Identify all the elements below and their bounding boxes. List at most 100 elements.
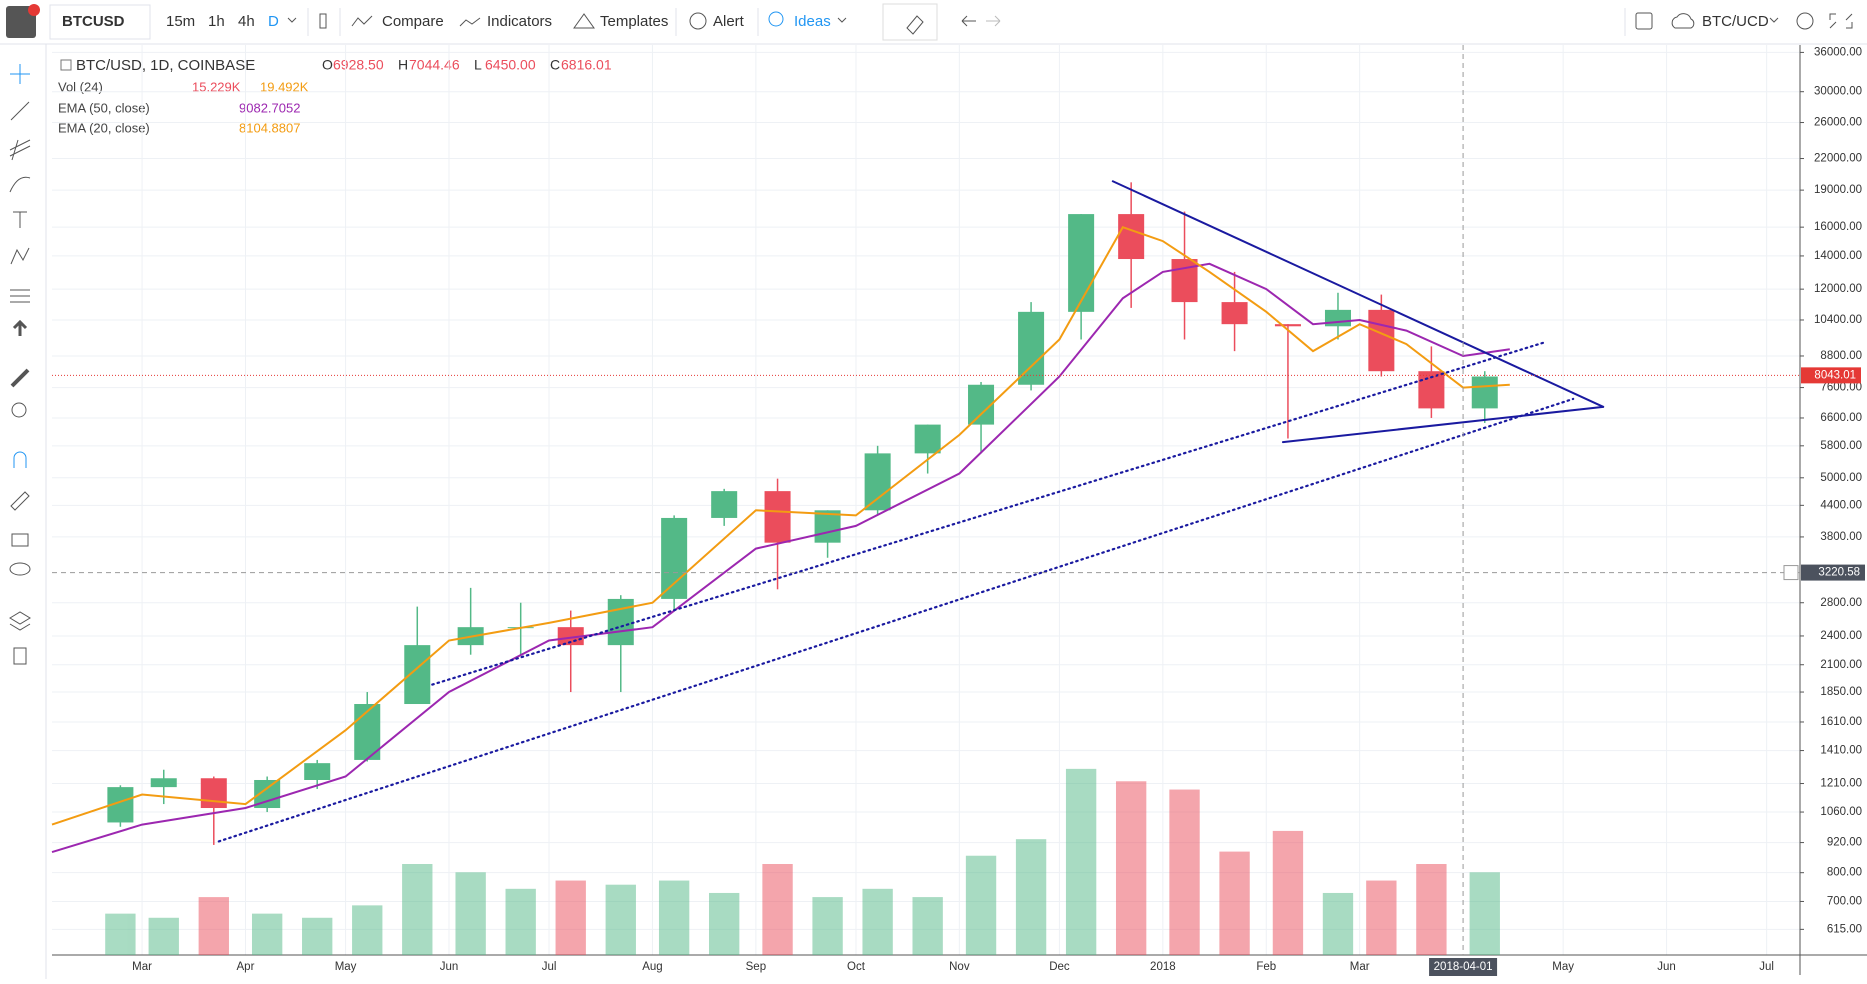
y-tick-label: 2400.00 xyxy=(1820,630,1862,642)
eraser-icon[interactable] xyxy=(906,15,924,35)
ohlc-value: 6816.01 xyxy=(561,57,612,73)
avatar[interactable] xyxy=(6,6,36,38)
crosshair-price-label: 3220.58 xyxy=(1818,567,1860,579)
candle-body xyxy=(1471,376,1498,409)
fib-tool[interactable] xyxy=(9,139,31,161)
crosshair-price-bg xyxy=(1801,564,1865,581)
candle-body xyxy=(1274,324,1301,327)
dropdown-icon[interactable] xyxy=(837,17,847,23)
x-tick-label: Jun xyxy=(1657,961,1676,973)
crosshair-plus xyxy=(1783,565,1799,581)
x-tick-label: Apr xyxy=(237,961,255,973)
settings-icon[interactable] xyxy=(1796,12,1814,30)
saved-layout[interactable]: BTC/UCD xyxy=(1702,13,1769,30)
x-tick-label: Sep xyxy=(746,961,766,973)
price-label: 8043.01 xyxy=(1814,369,1856,381)
crosshair-time-label: 2018-04-01 xyxy=(1434,961,1493,973)
interval[interactable]: 15m xyxy=(166,13,195,30)
eraser-box[interactable] xyxy=(882,3,938,41)
pattern-tool[interactable] xyxy=(10,247,30,265)
symbol-box[interactable] xyxy=(49,4,151,40)
y-tick-label: 36000.00 xyxy=(1814,46,1862,58)
undo-icon[interactable] xyxy=(961,15,976,27)
volume-bar xyxy=(402,864,433,955)
indicators-icon[interactable] xyxy=(459,17,481,27)
ideas-button[interactable]: Ideas xyxy=(794,13,831,30)
dropdown-icon[interactable] xyxy=(287,17,297,23)
y-tick-label: 5000.00 xyxy=(1820,472,1862,484)
x-tick-label: Oct xyxy=(847,961,866,973)
compare-icon[interactable] xyxy=(351,15,373,27)
legend-ema50-value: 9082.7052 xyxy=(239,100,300,115)
lock-tool[interactable] xyxy=(11,533,29,547)
left-toolbar xyxy=(9,44,47,979)
templates-icon[interactable] xyxy=(573,13,595,29)
alert-icon[interactable] xyxy=(689,12,707,30)
ohlc-label: L xyxy=(474,57,482,73)
y-tick-label: 6600.00 xyxy=(1820,412,1862,424)
x-tick-label: May xyxy=(1552,961,1574,973)
candle-body xyxy=(1368,309,1395,372)
candle-body xyxy=(150,778,177,788)
volume-bar xyxy=(148,917,179,955)
volume-bar xyxy=(658,880,690,955)
legend-ema20: EMA (20, close) xyxy=(58,120,150,135)
y-tick-label: 14000.00 xyxy=(1814,250,1862,262)
y-tick-label: 615.00 xyxy=(1827,923,1862,935)
notification-badge xyxy=(28,4,40,16)
ohlc-label: H xyxy=(398,57,408,73)
magnet-tool[interactable] xyxy=(13,451,27,468)
visibility-tool[interactable] xyxy=(9,562,31,576)
y-tick-label: 920.00 xyxy=(1827,837,1862,849)
candle-body xyxy=(814,510,841,543)
y-tick-label: 8800.00 xyxy=(1820,350,1862,362)
legend-volume-value: 15.229K xyxy=(192,79,241,94)
interval[interactable]: D xyxy=(268,13,279,30)
candle-body xyxy=(404,645,431,705)
crosshair-tool[interactable] xyxy=(10,64,30,84)
remove-tool[interactable] xyxy=(13,647,27,665)
volume-bar xyxy=(352,905,383,955)
y-tick-label: 2800.00 xyxy=(1820,597,1862,609)
volume-bar xyxy=(1366,880,1397,955)
prediction-tool[interactable] xyxy=(10,289,30,303)
alert-button[interactable]: Alert xyxy=(713,13,745,30)
volume-bar xyxy=(1272,830,1304,955)
symbol[interactable]: BTCUSD xyxy=(62,13,125,30)
indicators-button[interactable]: Indicators xyxy=(487,13,552,30)
interval[interactable]: 4h xyxy=(238,13,255,30)
trendline-tool[interactable] xyxy=(10,101,30,121)
volume-bar xyxy=(912,897,943,955)
candle-body xyxy=(1118,214,1145,260)
zoom-tool[interactable] xyxy=(11,402,27,418)
collapse-icon[interactable] xyxy=(60,59,72,71)
volume-bar xyxy=(965,855,997,955)
candle-body xyxy=(304,763,331,780)
stay-drawing-tool[interactable] xyxy=(10,491,30,511)
layout-icon[interactable] xyxy=(1635,12,1653,30)
x-tick-label: Nov xyxy=(949,961,970,973)
brush-tool[interactable] xyxy=(9,176,31,193)
volume-bar xyxy=(1469,872,1500,955)
volume-bar xyxy=(862,888,893,955)
candle-icon[interactable] xyxy=(319,13,327,29)
trend-line xyxy=(1111,180,1605,408)
redo-icon[interactable] xyxy=(986,15,1001,27)
volume-bar xyxy=(1169,789,1200,955)
cloud-icon[interactable] xyxy=(1671,13,1695,29)
ohlc-label: O xyxy=(322,57,333,73)
ideas-icon[interactable] xyxy=(768,11,784,27)
y-tick-label: 19000.00 xyxy=(1814,184,1862,196)
y-tick-label: 1610.00 xyxy=(1820,716,1862,728)
interval[interactable]: 1h xyxy=(208,13,225,30)
layers-tool[interactable] xyxy=(9,611,31,631)
volume-bar xyxy=(1015,839,1047,955)
ruler-tool[interactable] xyxy=(10,368,30,388)
text-tool[interactable] xyxy=(13,211,27,228)
templates-button[interactable]: Templates xyxy=(600,13,668,30)
icons-tool[interactable] xyxy=(12,319,28,336)
dropdown-icon[interactable] xyxy=(1769,17,1779,23)
fullscreen-icon[interactable] xyxy=(1829,13,1853,29)
candle-body xyxy=(1171,259,1198,303)
compare-button[interactable]: Compare xyxy=(382,13,444,30)
